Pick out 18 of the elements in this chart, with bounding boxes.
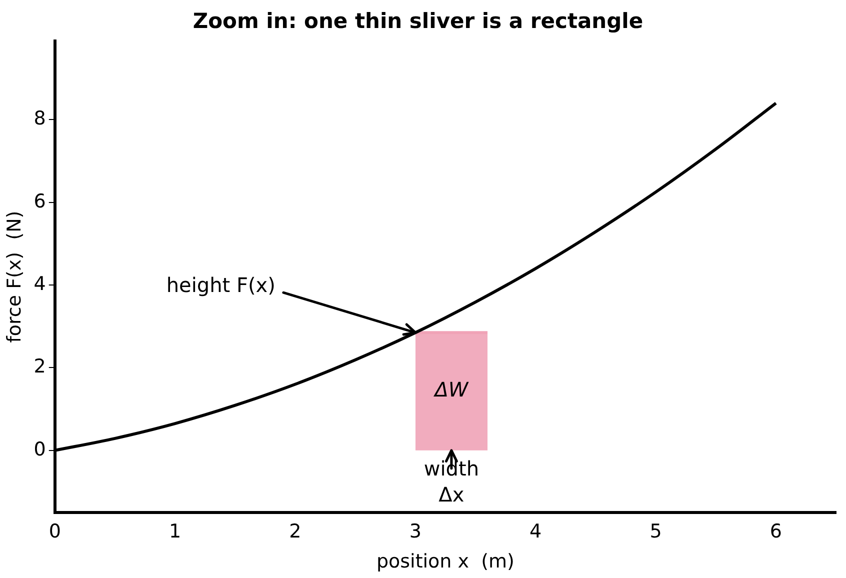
x-axis-title: position x (m) <box>376 550 514 573</box>
y-tick-label: 8 <box>34 108 46 130</box>
y-axis-title: force F(x) (N) <box>3 210 26 343</box>
y-tick-label: 2 <box>34 356 46 378</box>
x-tick-label: 4 <box>530 520 542 543</box>
y-tick-label: 0 <box>34 438 46 460</box>
x-tick-label: 3 <box>409 520 422 543</box>
x-tick-label: 2 <box>289 520 302 543</box>
x-tick-label: 0 <box>48 520 61 543</box>
y-tick-label: 4 <box>34 273 46 296</box>
x-tick-label: 1 <box>169 520 182 543</box>
x-tick-label: 5 <box>650 520 662 543</box>
chart-title: Zoom in: one thin sliver is a rectangle <box>192 9 644 34</box>
annotation: height F(x) <box>166 272 276 297</box>
y-tick-label: 6 <box>34 190 46 212</box>
annotation: ΔW <box>432 378 470 402</box>
x-tick-label: 6 <box>770 520 782 543</box>
annotation: width Δx <box>424 456 480 507</box>
